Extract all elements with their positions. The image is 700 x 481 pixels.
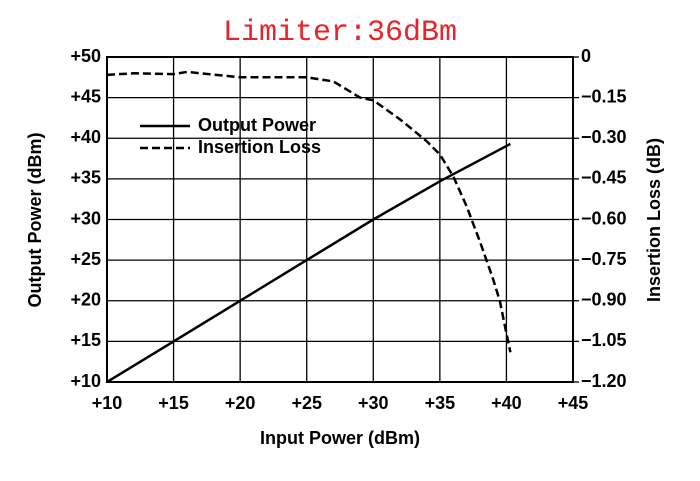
chart-title: Limiter:36dBm	[223, 16, 457, 50]
x-tick-label: +45	[558, 393, 589, 413]
y-tick-label: +40	[70, 127, 101, 147]
x-tick-label: +20	[225, 393, 256, 413]
x-tick-label: +40	[491, 393, 522, 413]
x-tick-label: +35	[425, 393, 456, 413]
y2-tick-label: −1.20	[581, 371, 627, 391]
y-tick-label: +30	[70, 208, 101, 228]
y2-tick-label: 0	[581, 46, 591, 66]
y-tick-label: +15	[70, 330, 101, 350]
x-tick-label: +25	[291, 393, 322, 413]
x-tick-label: +30	[358, 393, 389, 413]
y2-tick-label: −1.05	[581, 330, 627, 350]
y-tick-label: +50	[70, 46, 101, 66]
y2-tick-label: −0.75	[581, 249, 627, 269]
series-line	[106, 70, 512, 353]
y2-tick-label: −0.90	[581, 290, 627, 310]
legend-label: Output Power	[198, 115, 316, 135]
series-line	[106, 142, 511, 384]
x-tick-label: +15	[158, 393, 189, 413]
x-tick-label: +10	[92, 393, 123, 413]
plot-frame	[106, 56, 574, 383]
y2-tick-label: −0.60	[581, 208, 627, 228]
y-tick-label: +20	[70, 290, 101, 310]
y-tick-label: +10	[70, 371, 101, 391]
legend-label: Insertion Loss	[198, 137, 321, 157]
y-axis-label: Output Power (dBm)	[25, 133, 45, 308]
y-tick-label: +45	[70, 86, 101, 106]
y2-tick-label: −0.30	[581, 127, 627, 147]
y2-axis-label: Insertion Loss (dB)	[644, 138, 664, 302]
y-tick-label: +35	[70, 168, 101, 188]
y2-tick-label: −0.15	[581, 86, 627, 106]
x-axis-label: Input Power (dBm)	[260, 428, 420, 448]
y2-tick-label: −0.45	[581, 168, 627, 188]
y-tick-label: +25	[70, 249, 101, 269]
